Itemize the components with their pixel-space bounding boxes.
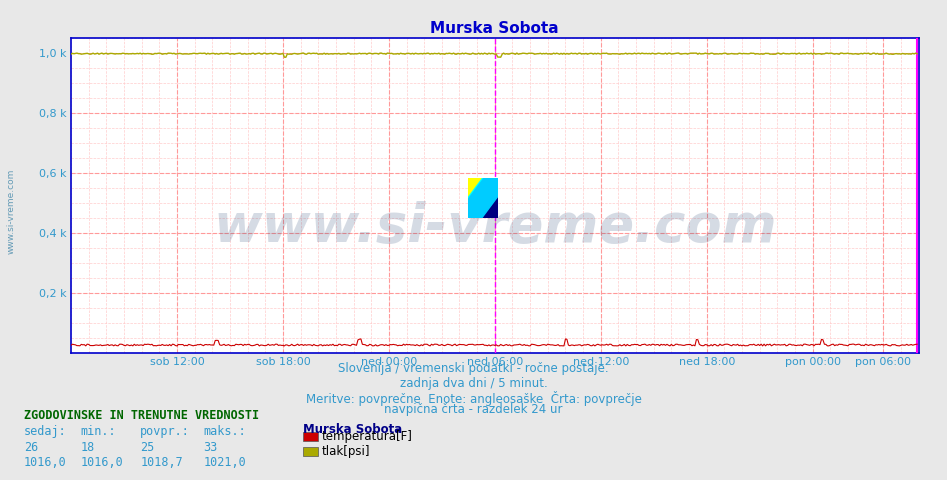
Text: 25: 25 bbox=[140, 441, 154, 454]
Text: Murska Sobota: Murska Sobota bbox=[303, 423, 402, 436]
Text: 1016,0: 1016,0 bbox=[24, 456, 66, 469]
Text: navpična črta - razdelek 24 ur: navpična črta - razdelek 24 ur bbox=[384, 403, 563, 416]
Text: 1016,0: 1016,0 bbox=[80, 456, 123, 469]
Text: Slovenija / vremenski podatki - ročne postaje.: Slovenija / vremenski podatki - ročne po… bbox=[338, 362, 609, 375]
Text: 33: 33 bbox=[204, 441, 218, 454]
Text: povpr.:: povpr.: bbox=[140, 425, 190, 438]
Polygon shape bbox=[468, 178, 498, 218]
Text: zadnja dva dni / 5 minut.: zadnja dva dni / 5 minut. bbox=[400, 377, 547, 390]
Text: 1021,0: 1021,0 bbox=[204, 456, 246, 469]
Polygon shape bbox=[468, 178, 498, 218]
Text: tlak[psi]: tlak[psi] bbox=[322, 445, 370, 458]
Text: www.si-vreme.com: www.si-vreme.com bbox=[213, 201, 777, 253]
Text: ZGODOVINSKE IN TRENUTNE VREDNOSTI: ZGODOVINSKE IN TRENUTNE VREDNOSTI bbox=[24, 409, 259, 422]
Text: Meritve: povprečne  Enote: angleosaške  Črta: povprečje: Meritve: povprečne Enote: angleosaške Čr… bbox=[306, 391, 641, 406]
Polygon shape bbox=[468, 178, 498, 218]
Text: 18: 18 bbox=[80, 441, 95, 454]
Text: sedaj:: sedaj: bbox=[24, 425, 66, 438]
Text: min.:: min.: bbox=[80, 425, 116, 438]
Text: 1018,7: 1018,7 bbox=[140, 456, 183, 469]
Text: 26: 26 bbox=[24, 441, 38, 454]
Text: www.si-vreme.com: www.si-vreme.com bbox=[7, 168, 16, 254]
Text: temperatura[F]: temperatura[F] bbox=[322, 430, 413, 443]
Polygon shape bbox=[468, 178, 498, 218]
Title: Murska Sobota: Murska Sobota bbox=[431, 21, 559, 36]
Text: maks.:: maks.: bbox=[204, 425, 246, 438]
